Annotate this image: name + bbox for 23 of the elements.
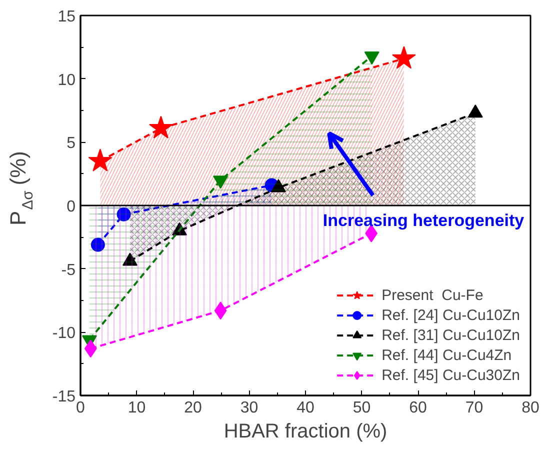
x-tick-label: 40 — [296, 400, 314, 416]
legend-label: Ref. [31] Cu-Cu10Zn — [382, 326, 520, 344]
legend-label: Ref. [44] Cu-Cu4Zn — [382, 346, 512, 364]
x-tick-label: 50 — [352, 400, 371, 416]
x-tick-label: 80 — [522, 400, 540, 416]
x-tick-label: 10 — [128, 400, 146, 416]
y-tick-label: -10 — [52, 325, 76, 342]
y-tick-label: 15 — [58, 8, 76, 26]
legend-label: Ref. [24] Cu-Cu10Zn — [382, 306, 520, 324]
x-tick-label: 60 — [409, 400, 427, 416]
x-tick-label: 70 — [465, 400, 484, 416]
y-tick-label: -5 — [61, 262, 76, 279]
x-axis-title: HBAR fraction (%) — [224, 420, 388, 442]
legend-label: Present Cu-Fe — [382, 286, 484, 304]
y-tick-label: 10 — [58, 72, 76, 89]
y-tick-label: -15 — [52, 388, 76, 406]
y-tick-label: 5 — [66, 135, 76, 152]
x-tick-label: 20 — [184, 400, 202, 416]
annotation: Increasing heterogeneity — [322, 211, 525, 230]
legend-label: Ref. [45] Cu-Cu30Zn — [382, 366, 520, 384]
y-axis-title: PΔσ (%) — [6, 151, 36, 226]
y-tick-label: 0 — [66, 198, 76, 216]
x-tick-label: 30 — [240, 400, 258, 416]
